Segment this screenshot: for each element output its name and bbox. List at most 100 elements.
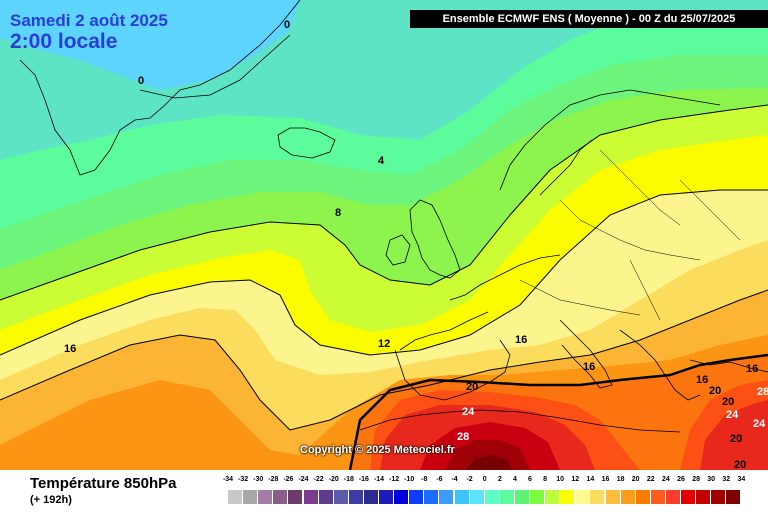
legend-tick-label: -16 (358, 476, 369, 483)
legend-tick-label: 16 (601, 476, 610, 483)
isotherm-label: 20 (730, 433, 742, 445)
legend-swatch (711, 490, 727, 504)
legend-swatch (560, 490, 576, 504)
isotherm-label: 20 (734, 459, 746, 470)
legend-swatch (228, 490, 244, 504)
isotherm-label: 16 (515, 334, 527, 346)
legend-swatch (696, 490, 712, 504)
legend-tick-label: -14 (373, 476, 385, 483)
legend-swatch (454, 490, 470, 504)
legend-tick-label: -10 (404, 476, 415, 483)
legend-tick-label: -4 (451, 476, 458, 483)
legend-swatch (620, 490, 636, 504)
coastlines (19, 0, 768, 433)
legend-swatch (726, 490, 742, 504)
legend-tick-label: 22 (646, 476, 655, 483)
legend-tick-row: -34 -32 -30 -28 -26 -24 -22 -20 -18 -16 -14 -12 -10-… (222, 476, 752, 488)
legend-tick-label: -8 (421, 476, 428, 483)
isotherm-label: 24 (462, 406, 475, 418)
isotherm-lines (0, 104, 768, 470)
legend-swatch (484, 490, 500, 504)
legend-tick-label: -20 (328, 476, 339, 483)
legend-tick-label: 14 (586, 476, 595, 483)
legend-swatch (318, 490, 334, 504)
isotherm-label: 4 (378, 155, 385, 167)
legend-swatch (273, 490, 289, 504)
legend-swatch (665, 490, 681, 504)
legend-tick-label: -30 (253, 476, 264, 483)
legend-swatch (545, 490, 561, 504)
copyright-text: Copyright © 2025 Meteociel.fr (300, 444, 455, 456)
legend-tick-label: 26 (677, 476, 685, 483)
legend-tick-label: 2 (497, 476, 502, 483)
legend-swatch (288, 490, 304, 504)
legend-swatch (590, 490, 606, 504)
isotherm-label: 20 (709, 385, 721, 397)
legend-tick-label: 30 (707, 476, 716, 483)
isotherm-label: 0 (138, 75, 144, 87)
legend-swatch (333, 490, 349, 504)
model-run-header: Ensemble ECMWF ENS ( Moyenne ) - 00 Z du… (410, 10, 768, 28)
legend-swatch (243, 490, 259, 504)
legend-tick-label: 10 (556, 476, 565, 483)
map-canvas: 0 0 4 8 12 16 16 16 16 16 20 20 20 20 20… (0, 0, 768, 470)
map-datetime: Samedi 2 août 2025 2:00 locale (10, 12, 168, 54)
map-date: Samedi 2 août 2025 (10, 11, 168, 30)
legend-tick-label: 4 (512, 476, 517, 483)
legend-tick-label: 8 (543, 476, 548, 483)
legend-tick-label: -18 (343, 476, 354, 483)
legend-swatch (439, 490, 455, 504)
legend-tick-label: 18 (616, 476, 625, 483)
arctic-cold-area (0, 0, 300, 86)
legend-swatch (394, 490, 410, 504)
legend-tick-label: 6 (528, 476, 532, 483)
band-t30 (465, 455, 512, 470)
isotherm-label: 16 (64, 343, 76, 355)
isotherm-label: 24 (753, 418, 766, 430)
legend-tick-label: -24 (298, 476, 309, 483)
legend-tick-label: 28 (692, 476, 700, 483)
isotherm-label: 8 (335, 207, 341, 219)
legend-tick-label: 34 (737, 476, 746, 483)
isotherm-label: 20 (466, 381, 478, 393)
legend-swatch (514, 490, 530, 504)
legend-swatch (409, 490, 425, 504)
isotherm-label: 24 (726, 409, 739, 421)
legend-swatch (605, 490, 621, 504)
legend-swatch (499, 490, 515, 504)
legend-swatch (424, 490, 440, 504)
color-scale-legend: -34 -32 -30 -28 -26 -24 -22 -20 -18 -16 -14 -12 -10-… (222, 476, 752, 508)
legend-swatch (575, 490, 591, 504)
legend-swatch (379, 490, 395, 504)
isotherm-label: 16 (696, 374, 708, 386)
legend-tick-label: 20 (631, 476, 640, 483)
footer-legend-bar: Température 850hPa (+ 192h) -34 -32 -30 -28… (0, 470, 768, 512)
isotherm-label: 20 (722, 396, 734, 408)
legend-swatch (348, 490, 364, 504)
isotherm-labels: 0 0 4 8 12 16 16 16 16 16 20 20 20 20 20… (64, 19, 768, 470)
map-time: 2:00 locale (10, 30, 118, 53)
legend-swatch (363, 490, 379, 504)
isotherm-label: 12 (378, 338, 390, 350)
temperature-map: 0 0 4 8 12 16 16 16 16 16 20 20 20 20 20… (0, 0, 768, 470)
legend-tick-label: 0 (482, 476, 487, 483)
legend-swatch (303, 490, 319, 504)
legend-tick-label: -22 (313, 476, 324, 483)
legend-swatch (650, 490, 666, 504)
legend-tick-label: -32 (238, 476, 249, 483)
isotherm-label: 28 (457, 431, 469, 443)
isotherm-label: 16 (746, 363, 758, 375)
legend-swatch (258, 490, 274, 504)
legend-tick-label: 32 (722, 476, 731, 483)
legend-swatch-row (224, 490, 752, 504)
legend-tick-label: -12 (389, 476, 400, 483)
isotherm-label: 0 (284, 19, 290, 31)
legend-tick-label: 12 (571, 476, 580, 483)
legend-tick-label: -34 (222, 476, 234, 483)
legend-swatch (635, 490, 651, 504)
legend-tick-label: -6 (436, 476, 443, 483)
isotherm-label: 28 (757, 386, 768, 398)
isotherm-label: 16 (583, 361, 595, 373)
legend-swatch (469, 490, 485, 504)
legend-tick-label: -26 (283, 476, 294, 483)
